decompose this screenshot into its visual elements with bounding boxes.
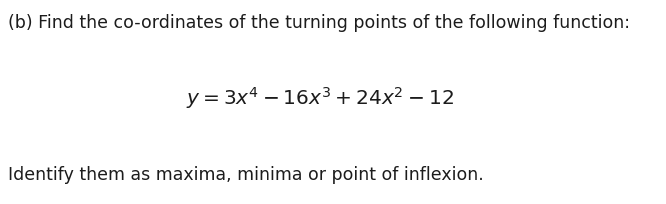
- Text: Identify them as maxima, minima or point of inflexion.: Identify them as maxima, minima or point…: [8, 166, 484, 184]
- Text: $\mathit{y} = 3\mathit{x}^4 - 16\mathit{x}^3 + 24\mathit{x}^2 - 12$: $\mathit{y} = 3\mathit{x}^4 - 16\mathit{…: [186, 85, 454, 111]
- Text: (b) Find the co-ordinates of the turning points of the following function:: (b) Find the co-ordinates of the turning…: [8, 14, 630, 32]
